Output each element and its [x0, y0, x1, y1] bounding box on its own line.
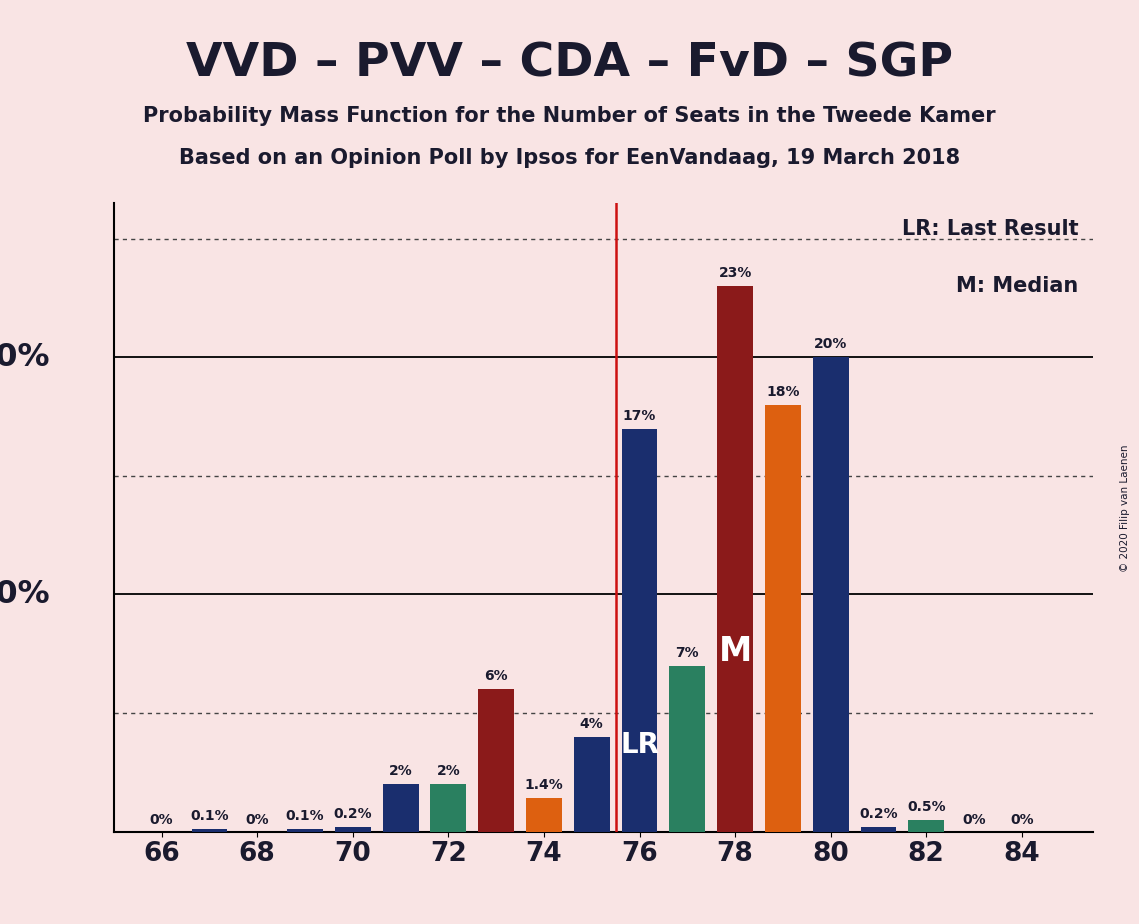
Bar: [718, 286, 753, 832]
Bar: [765, 405, 801, 832]
Bar: [526, 798, 562, 832]
Text: 17%: 17%: [623, 408, 656, 422]
Bar: [287, 829, 323, 832]
Text: LR: LR: [620, 731, 659, 759]
Text: 2%: 2%: [388, 764, 412, 778]
Text: 2%: 2%: [436, 764, 460, 778]
Text: 0.2%: 0.2%: [334, 807, 372, 821]
Bar: [431, 784, 466, 832]
Bar: [574, 736, 609, 832]
Text: 0.5%: 0.5%: [907, 800, 945, 814]
Bar: [335, 827, 370, 832]
Text: LR: Last Result: LR: Last Result: [902, 219, 1079, 239]
Bar: [191, 829, 228, 832]
Text: 18%: 18%: [767, 385, 800, 399]
Bar: [670, 665, 705, 832]
Bar: [622, 429, 657, 832]
Text: 0%: 0%: [150, 813, 173, 827]
Text: M: Median: M: Median: [957, 275, 1079, 296]
Text: 7%: 7%: [675, 646, 699, 660]
Text: 0.1%: 0.1%: [286, 809, 325, 823]
Text: 4%: 4%: [580, 717, 604, 731]
Bar: [860, 827, 896, 832]
Text: 23%: 23%: [719, 266, 752, 280]
Text: 0%: 0%: [962, 813, 985, 827]
Text: 0%: 0%: [245, 813, 269, 827]
Bar: [908, 820, 944, 832]
Bar: [813, 358, 849, 832]
Bar: [478, 689, 514, 832]
Text: 0%: 0%: [1010, 813, 1033, 827]
Text: Based on an Opinion Poll by Ipsos for EenVandaag, 19 March 2018: Based on an Opinion Poll by Ipsos for Ee…: [179, 148, 960, 168]
Text: 0.2%: 0.2%: [859, 807, 898, 821]
Text: © 2020 Filip van Laenen: © 2020 Filip van Laenen: [1121, 444, 1130, 572]
Text: 1.4%: 1.4%: [525, 779, 564, 793]
Text: Probability Mass Function for the Number of Seats in the Tweede Kamer: Probability Mass Function for the Number…: [144, 106, 995, 127]
Text: 6%: 6%: [484, 669, 508, 684]
Text: 20%: 20%: [814, 337, 847, 351]
Text: 10%: 10%: [0, 579, 50, 610]
Bar: [383, 784, 418, 832]
Text: 20%: 20%: [0, 342, 50, 373]
Text: M: M: [719, 635, 752, 668]
Text: 0.1%: 0.1%: [190, 809, 229, 823]
Text: VVD – PVV – CDA – FvD – SGP: VVD – PVV – CDA – FvD – SGP: [186, 42, 953, 87]
